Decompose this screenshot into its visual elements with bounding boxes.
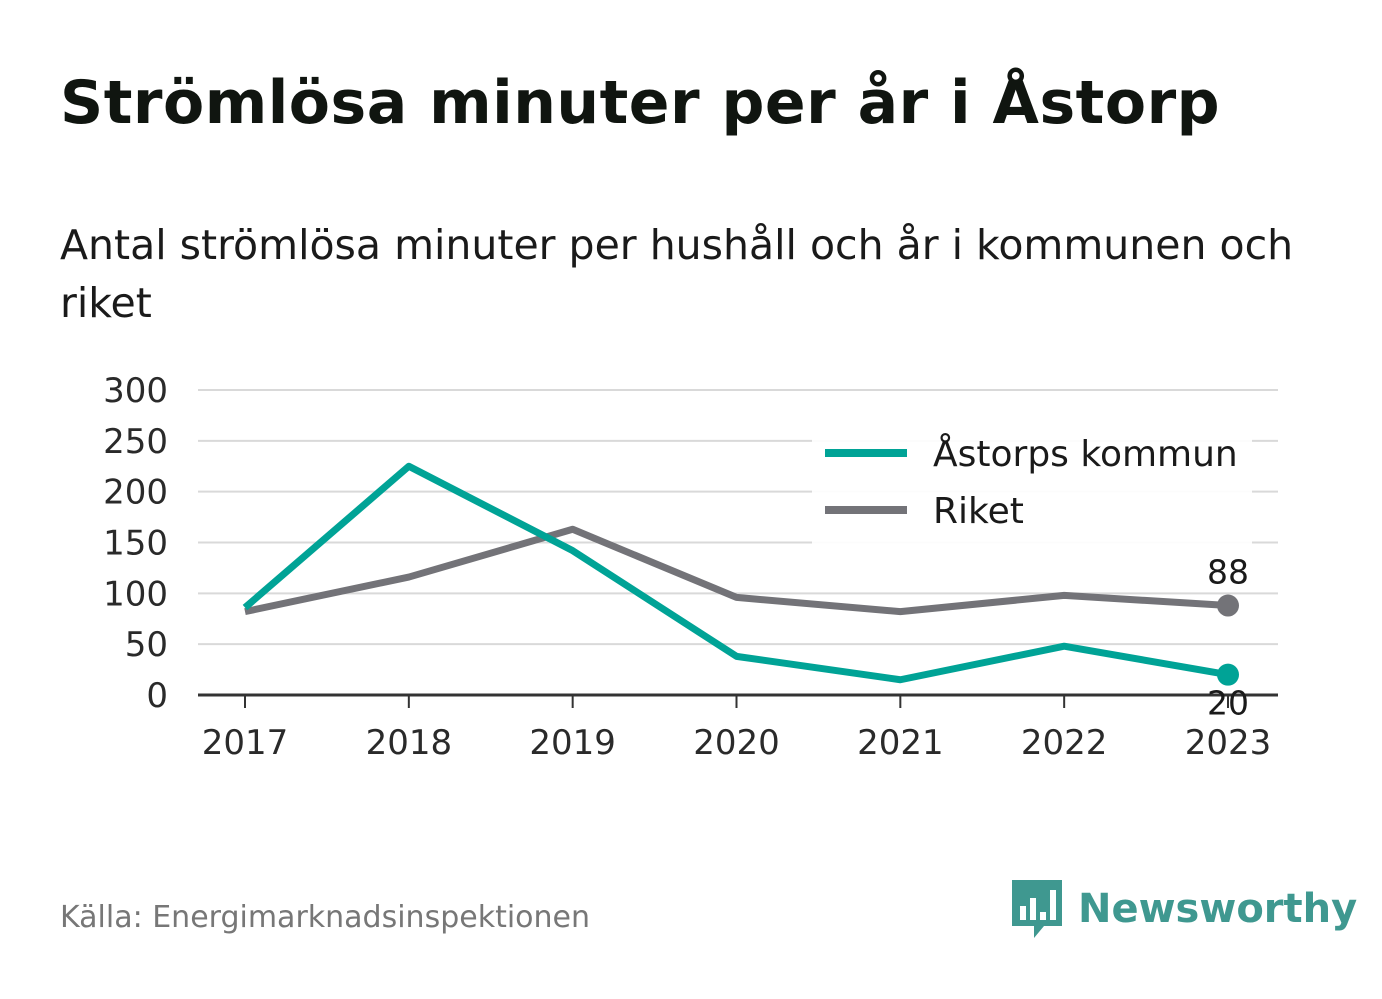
source-note: Källa: Energimarknadsinspektionen	[60, 900, 591, 935]
series-line-astorps-kommun	[242, 462, 1229, 684]
y-tick-label-50: 50	[125, 625, 168, 665]
page-title: Strömlösa minuter per år i Åstorp	[60, 68, 1221, 138]
x-tick-label-2022: 2022	[1021, 723, 1108, 763]
end-point-astorps-kommun	[1217, 663, 1239, 686]
x-tick-label-2017: 2017	[202, 723, 289, 763]
y-tick-label-150: 150	[103, 524, 168, 564]
x-tick-label-2020: 2020	[693, 723, 780, 763]
end-label-astorps-kommun: 20	[1207, 684, 1249, 723]
y-tick-label-200: 200	[103, 473, 168, 513]
brand-name: Newsworthy	[1078, 886, 1358, 932]
end-point-riket	[1217, 594, 1239, 617]
legend: Åstorps kommun Riket	[812, 420, 1252, 545]
brand-logo: Newsworthy	[1010, 878, 1357, 940]
chart-subtitle: Antal strömlösa minuter per hushåll och …	[60, 221, 1294, 327]
end-label-riket: 88	[1207, 553, 1249, 592]
y-tick-label-100: 100	[103, 574, 168, 614]
y-tick-label-300: 300	[103, 371, 168, 411]
bar-chart-speech-bubble-icon	[1012, 880, 1062, 938]
x-tick-label-2021: 2021	[857, 723, 944, 763]
y-axis-ticks: 0 50 100 150 200 250 300	[103, 371, 168, 716]
series-lines	[242, 462, 1239, 686]
legend-background	[812, 420, 1252, 545]
y-tick-label-0: 0	[146, 676, 168, 716]
x-tick-label-2018: 2018	[366, 723, 453, 763]
legend-label-riket: Riket	[933, 491, 1024, 532]
y-tick-label-250: 250	[103, 422, 168, 462]
x-tick-label-2019: 2019	[529, 723, 616, 763]
x-tick-label-2023: 2023	[1185, 723, 1272, 763]
end-labels: 88 20	[1207, 553, 1249, 723]
series-line-riket	[244, 525, 1229, 616]
legend-label-astorps-kommun: Åstorps kommun	[933, 432, 1238, 475]
x-axis-ticks: 2017 2018 2019 2020 2021 2022 2023	[202, 695, 1272, 763]
